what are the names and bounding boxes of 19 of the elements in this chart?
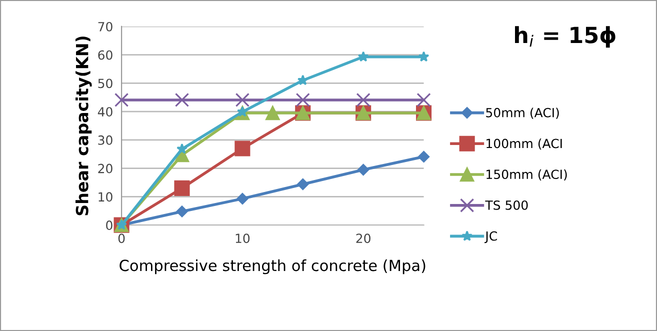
y-tick-label: 20 [98,164,112,174]
y-tick-label: 70 [98,22,112,32]
x-tick-label: 10 [236,234,250,244]
text: h$_{i}$ = 15ϕ [515,26,616,48]
y-axis-title: Shear capacity(KN) [75,36,92,216]
x-tick-label: 20 [356,234,370,244]
y-tick-label: 50 [98,78,112,88]
legend-label: JC [484,231,497,244]
legend-label: TS 500 [485,200,528,210]
x-axis-title: Compressive strength of concrete (Mpa) [120,259,426,274]
legend-label: 50mm (ACI) [486,108,559,119]
y-tick-label: 0 [106,220,112,230]
y-tick-label: 40 [98,107,112,117]
y-tick-label: 10 [98,192,112,202]
legend-label: 100mm (ACI [486,138,562,150]
legend-label: 150mm (ACI) [486,169,567,181]
y-tick-label: 30 [98,135,112,145]
y-tick-label: 60 [98,50,112,60]
x-tick-label: 0 [118,234,125,244]
